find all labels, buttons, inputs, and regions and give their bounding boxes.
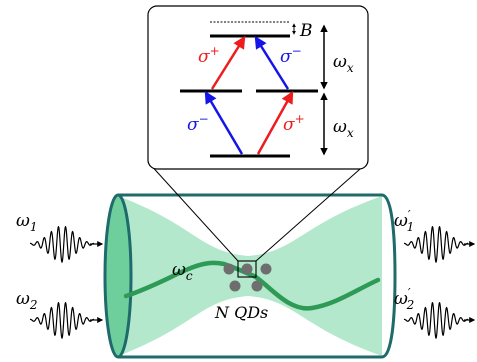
zoom-line-right — [255, 161, 369, 262]
cavity-mode-wave — [123, 260, 381, 311]
label-sigma-plus-top: σ+ — [198, 44, 220, 67]
zoom-line-left — [147, 161, 239, 262]
arrow-sigma-plus-bottom — [256, 90, 294, 155]
inset-frame — [147, 5, 369, 170]
arrow-sigma-minus-bottom — [204, 90, 244, 155]
label-sigma-minus-top: σ− — [280, 44, 302, 67]
arrow-sigma-plus-top — [210, 35, 246, 90]
input-pulse-2: ω2 — [16, 289, 104, 340]
quantum-dot — [223, 263, 235, 275]
label-omega-x-upper: ωx — [333, 52, 354, 75]
qd-zoom-box — [237, 260, 257, 278]
pulse-wave — [29, 225, 95, 264]
pulse-wave — [29, 301, 95, 340]
label-b-field: B — [299, 21, 313, 41]
quantum-dot — [229, 280, 241, 292]
quantum-dot — [260, 263, 272, 275]
label-n-qds: N QDs — [214, 303, 268, 322]
arrow-sigma-minus-top — [254, 35, 290, 90]
label-omega-2-in: ω2 — [16, 289, 38, 312]
cavity-right-end — [381, 193, 397, 359]
label-omega-2-out: ω′ 2 — [394, 286, 414, 312]
label-omega-1-in: ω1 — [16, 211, 38, 234]
label-sigma-minus-bottom: σ− — [187, 112, 209, 135]
label-sigma-plus-bottom: σ+ — [283, 112, 305, 135]
output-pulse-1: ω′ 1 — [394, 208, 476, 264]
cavity-left-end — [103, 193, 133, 359]
quantum-dots — [223, 260, 272, 292]
pulse-wave — [403, 225, 469, 264]
energy-level-inset: σ+ σ− σ− σ+ B ωx ωx — [147, 5, 369, 170]
label-omega-1-out: ω′ 1 — [394, 208, 414, 234]
cavity — [103, 193, 397, 359]
quantum-dot — [251, 280, 263, 292]
output-pulse-2: ω′ 2 — [394, 286, 476, 340]
quantum-dot — [241, 263, 253, 275]
label-omega-x-lower: ωx — [333, 117, 354, 140]
pulse-wave — [403, 301, 469, 340]
input-pulse-1: ω1 — [16, 211, 104, 264]
label-omega-c: ωc — [172, 260, 193, 283]
